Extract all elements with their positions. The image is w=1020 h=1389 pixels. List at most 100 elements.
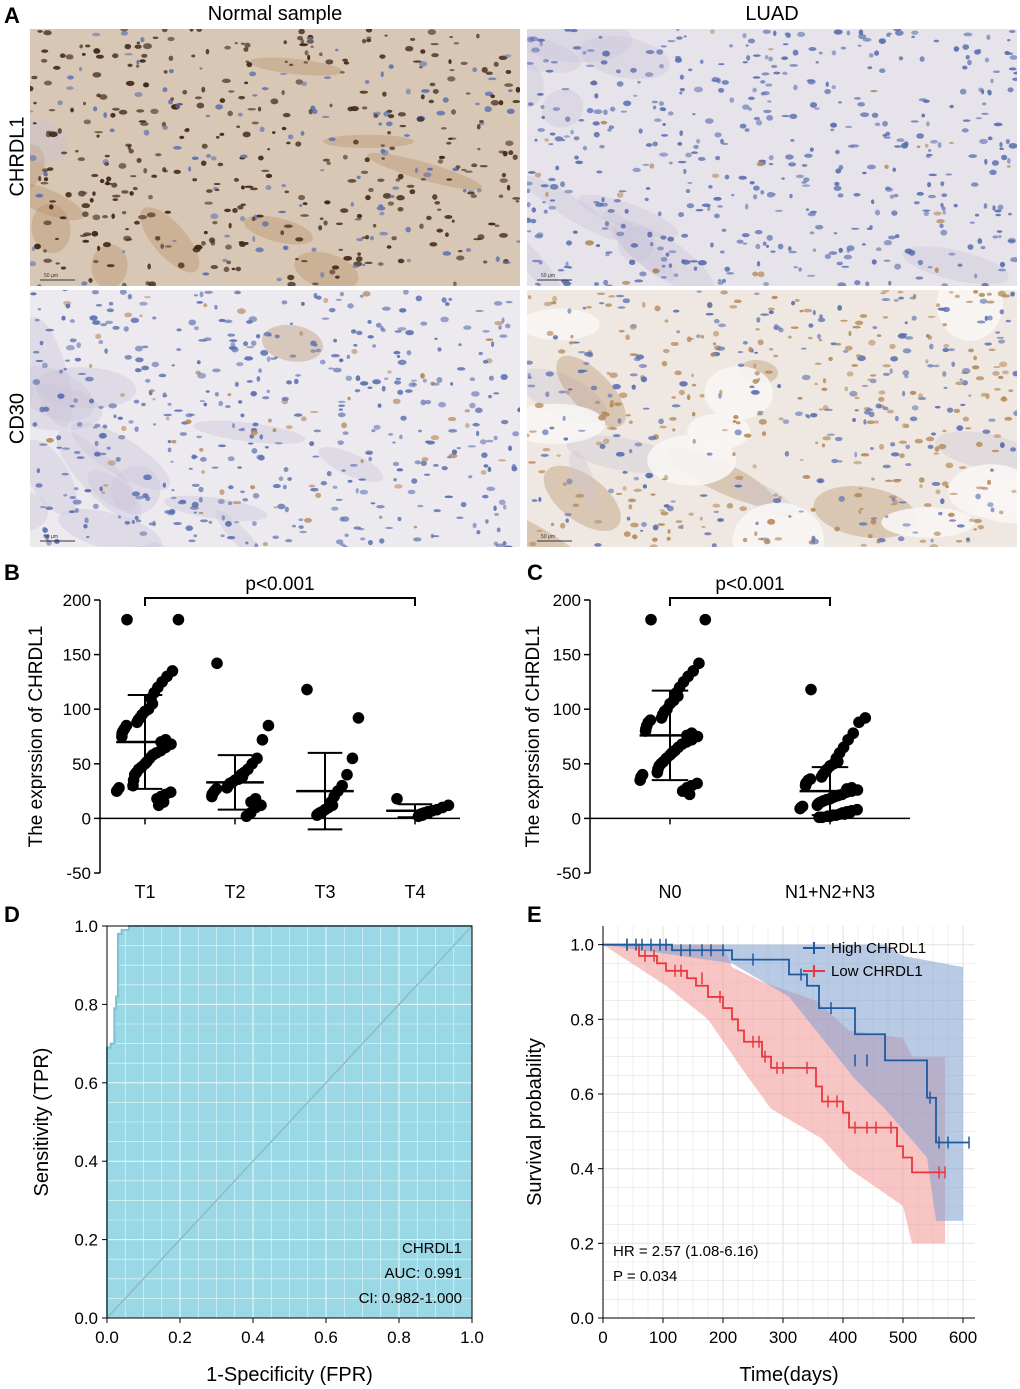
cell-nucleus — [806, 79, 815, 82]
cell-nucleus — [867, 66, 873, 70]
cell-nucleus — [752, 271, 759, 277]
cell-nucleus — [978, 87, 984, 93]
cell-nucleus — [831, 50, 837, 56]
stroma-patch — [262, 324, 323, 362]
cell-nucleus — [893, 298, 899, 302]
cell-nucleus — [1011, 489, 1017, 493]
legend-label: Low CHRDL1 — [831, 963, 923, 980]
cell-nucleus — [527, 360, 533, 365]
cell-nucleus — [545, 191, 549, 198]
cell-nucleus — [188, 539, 196, 543]
cell-nucleus — [219, 489, 225, 496]
cell-nucleus — [769, 348, 774, 351]
cell-nucleus — [550, 301, 557, 305]
cell-nucleus — [425, 400, 432, 405]
cell-nucleus — [630, 243, 639, 248]
cell-nucleus — [267, 333, 272, 337]
cell-nucleus — [43, 258, 53, 263]
cell-nucleus — [712, 503, 721, 508]
cell-nucleus — [838, 101, 842, 104]
data-point — [121, 613, 133, 626]
cell-nucleus — [42, 526, 47, 533]
cell-nucleus — [32, 379, 41, 385]
cell-nucleus — [590, 80, 598, 86]
cell-nucleus — [710, 29, 715, 34]
cell-nucleus — [111, 213, 116, 219]
cell-nucleus — [205, 189, 213, 193]
cell-nucleus — [642, 163, 650, 166]
cell-nucleus — [878, 390, 886, 395]
cell-nucleus — [593, 131, 600, 138]
cell-nucleus — [145, 378, 151, 383]
cell-nucleus — [225, 244, 232, 250]
cell-nucleus — [283, 224, 293, 228]
cell-nucleus — [831, 85, 836, 90]
cell-nucleus — [857, 102, 866, 107]
cell-nucleus — [721, 80, 729, 85]
cell-nucleus — [426, 440, 435, 445]
cell-nucleus — [757, 271, 765, 278]
cell-nucleus — [352, 264, 359, 269]
cell-nucleus — [634, 279, 644, 283]
cell-nucleus — [217, 498, 225, 505]
cell-nucleus — [212, 220, 218, 225]
cell-nucleus — [422, 378, 427, 383]
cell-nucleus — [342, 58, 348, 62]
cell-nucleus — [734, 429, 742, 436]
cell-nucleus — [419, 66, 423, 69]
cell-nucleus — [814, 107, 820, 110]
cell-nucleus — [196, 435, 203, 439]
cell-nucleus — [754, 370, 760, 376]
cell-nucleus — [436, 377, 443, 383]
cell-nucleus — [414, 460, 422, 465]
cell-nucleus — [205, 390, 210, 393]
cell-nucleus — [980, 392, 988, 397]
cell-nucleus — [494, 513, 499, 516]
cell-nucleus — [33, 243, 41, 250]
cell-nucleus — [148, 281, 157, 286]
cell-nucleus — [332, 367, 342, 373]
cell-nucleus — [483, 260, 488, 264]
cell-nucleus — [999, 147, 1004, 150]
cell-nucleus — [69, 495, 76, 500]
cell-nucleus — [61, 151, 68, 155]
cell-nucleus — [956, 524, 965, 528]
cell-nucleus — [98, 339, 104, 345]
cell-nucleus — [593, 109, 603, 115]
cell-nucleus — [243, 47, 249, 52]
cell-nucleus — [321, 317, 330, 320]
cell-nucleus — [255, 214, 264, 218]
cell-nucleus — [616, 231, 625, 237]
cell-nucleus — [696, 138, 701, 144]
cell-nucleus — [717, 279, 722, 282]
cell-nucleus — [543, 209, 548, 214]
cell-nucleus — [112, 53, 119, 59]
cell-nucleus — [721, 142, 729, 145]
cell-nucleus — [604, 412, 610, 417]
cell-nucleus — [810, 412, 818, 418]
cell-nucleus — [770, 64, 778, 68]
cell-nucleus — [81, 52, 86, 56]
cell-nucleus — [387, 433, 394, 436]
cell-nucleus — [765, 83, 773, 87]
cell-nucleus — [560, 181, 566, 188]
cell-nucleus — [947, 512, 955, 517]
cell-nucleus — [927, 364, 934, 368]
cell-nucleus — [40, 58, 48, 63]
cell-nucleus — [891, 210, 898, 216]
cell-nucleus — [568, 266, 573, 269]
cell-nucleus — [946, 407, 954, 413]
cell-nucleus — [338, 408, 343, 411]
cell-nucleus — [834, 526, 841, 532]
cell-nucleus — [106, 308, 115, 313]
cell-nucleus — [82, 232, 92, 237]
cell-nucleus — [824, 89, 832, 95]
cell-nucleus — [45, 131, 51, 138]
ihc-image-luad-cd30: 50 μm — [527, 290, 1017, 547]
cell-nucleus — [201, 470, 205, 474]
cell-nucleus — [35, 483, 43, 488]
cell-nucleus — [927, 315, 936, 318]
cell-nucleus — [798, 510, 805, 513]
cell-nucleus — [626, 516, 631, 521]
cell-nucleus — [787, 246, 792, 252]
